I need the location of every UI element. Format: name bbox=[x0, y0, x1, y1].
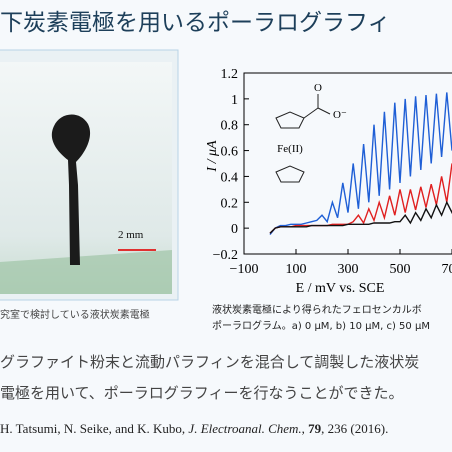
glass-base bbox=[0, 250, 172, 294]
structure-label: O⁻ bbox=[333, 109, 347, 121]
structure-ring bbox=[275, 165, 305, 183]
x-tick-label: 300 bbox=[338, 262, 359, 277]
reference-authors: H. Tatsumi, N. Seike, and K. Kubo, bbox=[0, 421, 188, 436]
photo-caption: 究室で検討している液状炭素電極 bbox=[0, 308, 150, 321]
y-tick-label: 0 bbox=[231, 222, 238, 237]
y-tick-label: 1.2 bbox=[221, 67, 239, 82]
structure-label: Fe(II) bbox=[277, 143, 303, 155]
slide-title: 下炭素電極を用いるポーラログラフィ bbox=[0, 10, 391, 36]
reference-volume: 79 bbox=[308, 421, 322, 436]
scale-label: 2 mm bbox=[118, 229, 144, 241]
y-tick-label: 1 bbox=[231, 93, 238, 108]
reference-pages: , 236 (2016). bbox=[321, 421, 388, 436]
structure-bond bbox=[303, 107, 319, 119]
y-tick-label: −0.2 bbox=[213, 248, 238, 263]
series-line bbox=[269, 163, 452, 234]
body-text: 電極を用いて、ポーラログラフィーを行なうことができた。 bbox=[0, 384, 404, 402]
structure-ring bbox=[275, 111, 305, 129]
x-axis-label: E / mV vs. SCE bbox=[296, 281, 385, 296]
chart: −0.2 0 0.2 0.4 0.6 0.8 1 1.2 −100 100 300 500 700 E /… bbox=[205, 67, 452, 296]
series-line bbox=[269, 92, 452, 236]
x-tick-label: 500 bbox=[390, 262, 411, 277]
chart-caption: 液状炭素電極により得られたフェロセンカルボ bbox=[212, 303, 422, 316]
structure-label: O bbox=[314, 82, 322, 94]
reference: H. Tatsumi, N. Seike, and K. Kubo, J. El… bbox=[0, 421, 388, 436]
reference-journal: J. Electroanal. Chem. bbox=[188, 421, 301, 436]
series-line bbox=[269, 200, 452, 234]
y-axis-label: I / μA bbox=[205, 140, 220, 173]
structure-bond bbox=[317, 107, 331, 115]
x-tick-label: 700 bbox=[442, 262, 452, 277]
chart-caption: ポーラログラム。a) 0 μM, b) 10 μM, c) 50 μM bbox=[212, 319, 430, 332]
x-tick-label: −100 bbox=[230, 262, 259, 277]
y-tick-label: 0.4 bbox=[221, 170, 239, 185]
y-tick-label: 0.2 bbox=[221, 196, 239, 211]
reference-sep: , bbox=[302, 421, 309, 436]
body-text: グラファイト粉末と流動パラフィンを混合して調製した液状炭 bbox=[0, 353, 419, 371]
plot-frame bbox=[243, 72, 452, 255]
y-tick-label: 0.6 bbox=[221, 145, 239, 160]
electrode bbox=[51, 114, 91, 265]
x-tick-label: 100 bbox=[286, 262, 307, 277]
y-tick-label: 0.8 bbox=[221, 119, 239, 134]
